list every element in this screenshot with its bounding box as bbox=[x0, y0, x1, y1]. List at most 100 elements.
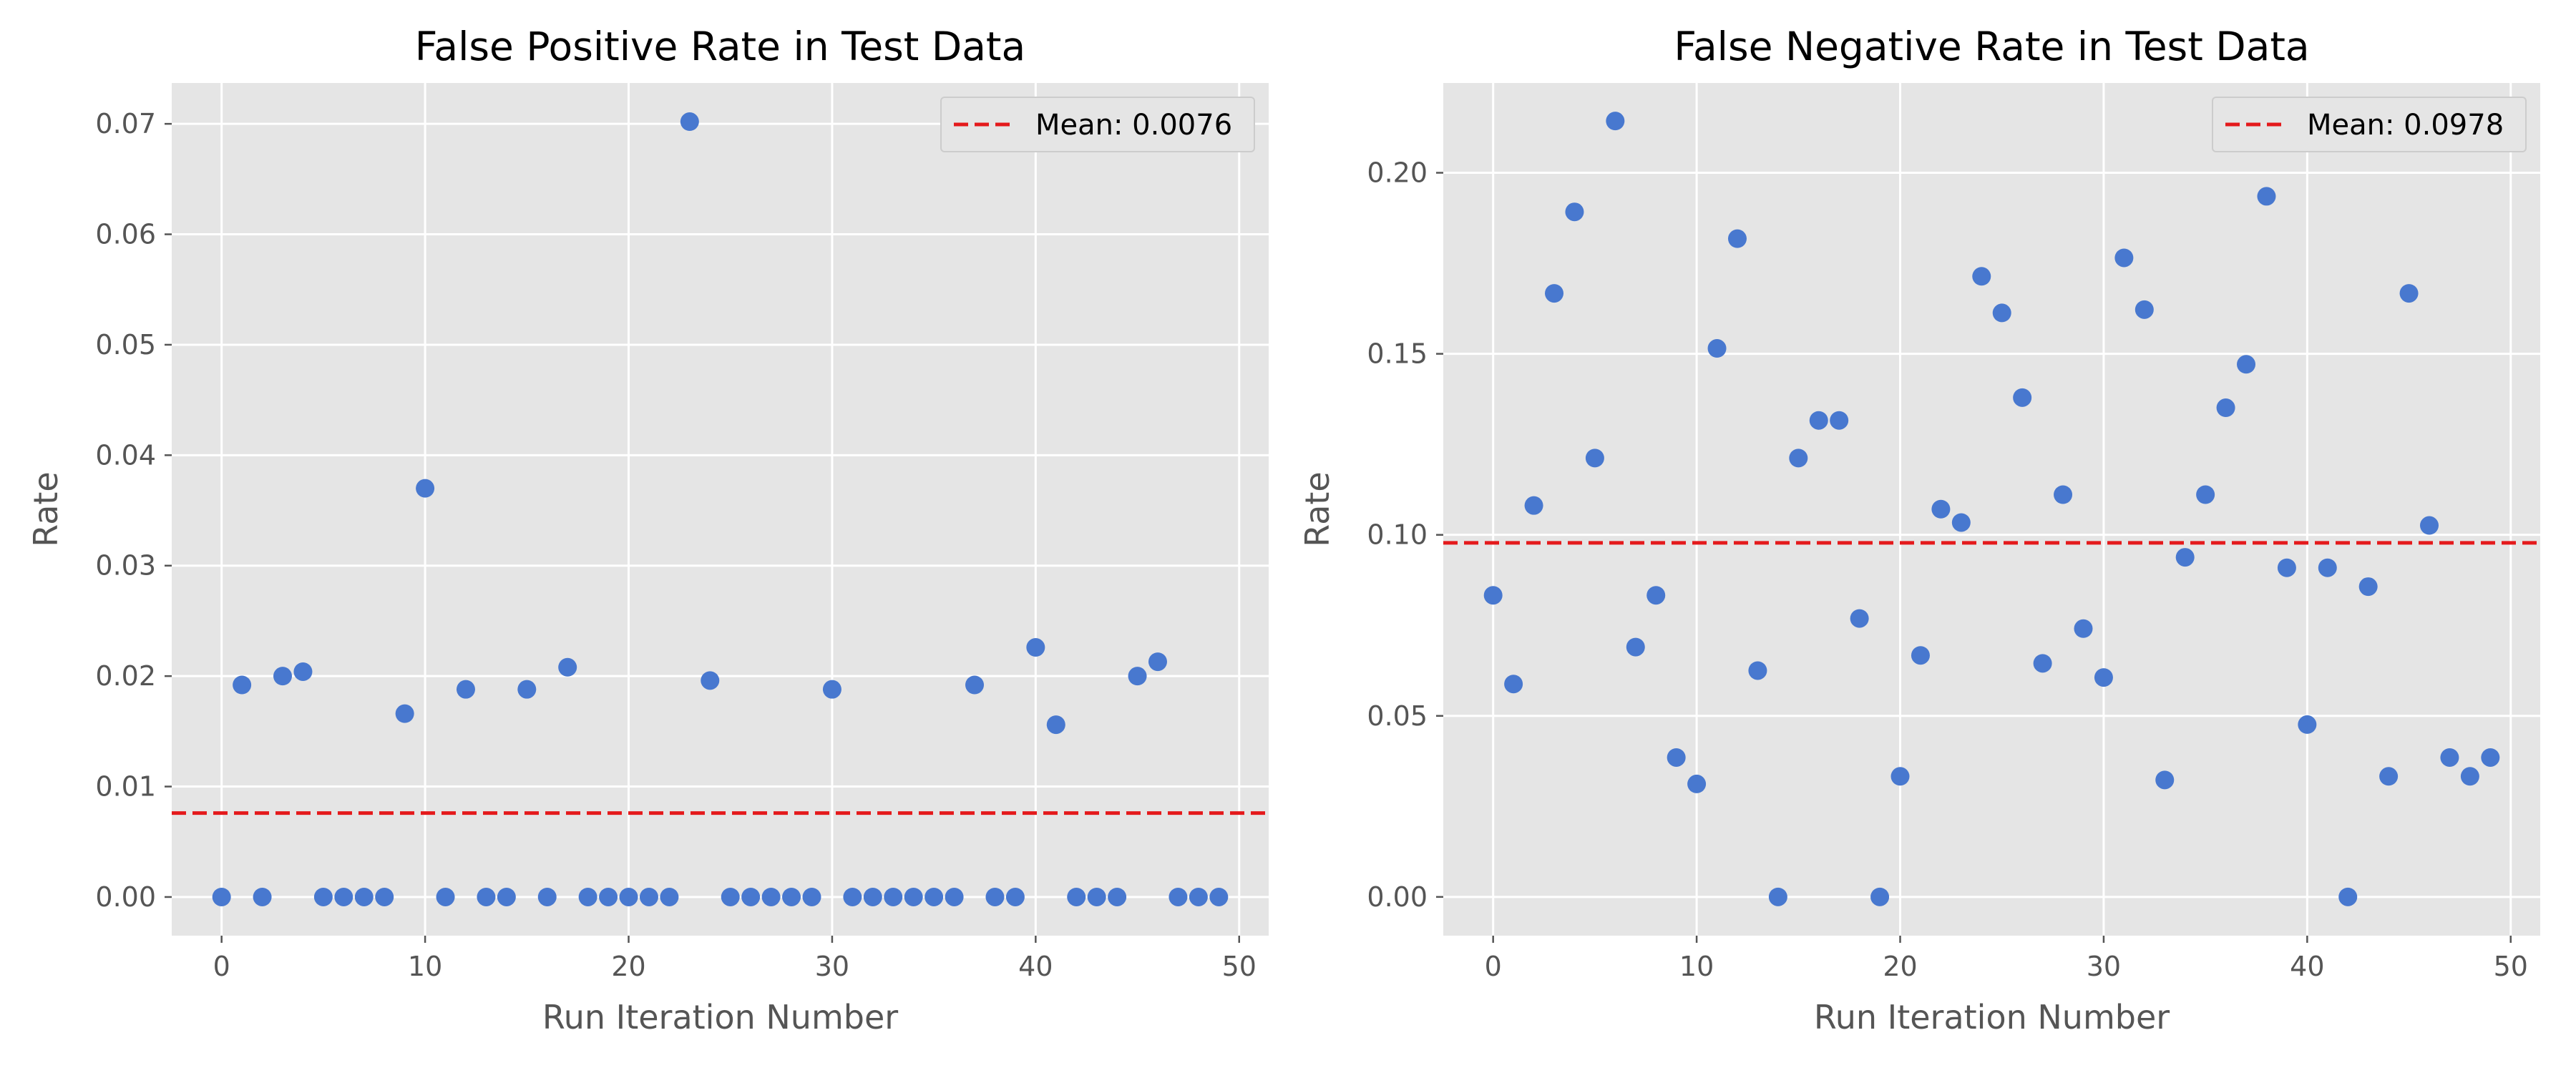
gridlines bbox=[1443, 83, 2540, 936]
data-point bbox=[313, 887, 333, 906]
x-tick-label: 50 bbox=[1222, 951, 1257, 982]
data-point bbox=[1646, 586, 1666, 605]
data-point bbox=[782, 887, 801, 906]
data-point bbox=[761, 887, 781, 906]
data-points bbox=[1483, 112, 2500, 906]
data-point bbox=[2135, 300, 2154, 319]
axis-ticks: 0 10 20 30 40 50 0.00 0.01 0.02 0.03 0.04 0.05 0.06 0… bbox=[95, 108, 1257, 982]
y-tick-label: 0.04 bbox=[95, 439, 156, 471]
data-point bbox=[1128, 667, 1147, 686]
legend: Mean: 0.0978 bbox=[2212, 97, 2527, 152]
data-point bbox=[558, 657, 577, 677]
axis-ticks: 0 10 20 30 40 50 0.00 0.05 0.10 0.15 0.20 bbox=[1367, 157, 2528, 982]
data-point bbox=[924, 887, 944, 906]
data-point bbox=[1992, 303, 2011, 323]
data-point bbox=[619, 887, 638, 906]
data-point bbox=[2318, 558, 2337, 577]
chart-title: False Positive Rate in Test Data bbox=[415, 24, 1025, 69]
data-point bbox=[537, 887, 557, 906]
data-point bbox=[599, 887, 618, 906]
plot-area bbox=[172, 83, 1269, 936]
data-point bbox=[1606, 112, 1625, 131]
data-point bbox=[1005, 887, 1025, 906]
data-point bbox=[822, 680, 841, 699]
y-axis-label: Rate bbox=[26, 471, 65, 547]
data-point bbox=[2298, 715, 2317, 734]
x-axis-label: Run Iteration Number bbox=[1814, 998, 2170, 1037]
y-tick-label: 0.05 bbox=[95, 329, 156, 361]
y-tick-label: 0.06 bbox=[95, 219, 156, 250]
data-point bbox=[1169, 887, 1188, 906]
x-tick-label: 40 bbox=[1018, 951, 1053, 982]
y-tick-label: 0.10 bbox=[1367, 519, 1428, 551]
data-point bbox=[1931, 499, 1951, 519]
data-point bbox=[1748, 661, 1767, 680]
data-point bbox=[741, 887, 761, 906]
data-point bbox=[2338, 887, 2358, 906]
legend-label: Mean: 0.0076 bbox=[1035, 109, 1232, 142]
y-tick-label: 0.07 bbox=[95, 108, 156, 139]
data-point bbox=[1890, 767, 1910, 786]
x-tick-label: 20 bbox=[611, 951, 645, 982]
data-point bbox=[1108, 887, 1127, 906]
legend-box bbox=[2212, 97, 2527, 152]
data-point bbox=[701, 671, 720, 690]
data-point bbox=[1789, 449, 1808, 468]
data-point bbox=[2379, 767, 2399, 786]
data-point bbox=[1972, 267, 1991, 286]
y-tick-label: 0.20 bbox=[1367, 157, 1428, 189]
data-point bbox=[2399, 284, 2419, 303]
data-point bbox=[456, 680, 475, 699]
data-point bbox=[334, 887, 353, 906]
data-point bbox=[233, 675, 252, 695]
data-point bbox=[1067, 887, 1086, 906]
data-point bbox=[1951, 513, 1971, 532]
data-point bbox=[2155, 770, 2175, 790]
data-point bbox=[517, 680, 537, 699]
data-point bbox=[904, 887, 923, 906]
y-axis-label: Rate bbox=[1298, 471, 1337, 547]
y-tick-label: 0.00 bbox=[95, 881, 156, 913]
data-point bbox=[945, 887, 964, 906]
data-point bbox=[985, 887, 1005, 906]
x-tick-label: 0 bbox=[213, 951, 230, 982]
data-point bbox=[2440, 748, 2459, 767]
data-point bbox=[293, 662, 313, 681]
data-point bbox=[1768, 887, 1787, 906]
y-tick-label: 0.03 bbox=[95, 550, 156, 582]
x-tick-label: 30 bbox=[815, 951, 849, 982]
data-point bbox=[639, 887, 658, 906]
data-point bbox=[2257, 187, 2276, 206]
data-point bbox=[253, 887, 272, 906]
y-tick-label: 0.00 bbox=[1367, 881, 1428, 913]
data-point bbox=[2277, 558, 2296, 577]
data-point bbox=[1626, 637, 1645, 657]
data-point bbox=[477, 887, 496, 906]
x-tick-label: 40 bbox=[2290, 951, 2324, 982]
data-point bbox=[2196, 485, 2215, 504]
legend-box bbox=[940, 97, 1255, 152]
x-tick-label: 20 bbox=[1883, 951, 1917, 982]
data-point bbox=[1830, 411, 1849, 430]
y-tick-label: 0.15 bbox=[1367, 338, 1428, 370]
data-point bbox=[2114, 248, 2134, 268]
data-point bbox=[1148, 652, 1167, 672]
x-tick-label: 0 bbox=[1485, 951, 1502, 982]
data-point bbox=[273, 667, 293, 686]
data-point bbox=[2419, 516, 2439, 535]
data-point bbox=[497, 887, 516, 906]
data-point bbox=[2074, 619, 2093, 638]
data-point bbox=[1707, 339, 1727, 358]
data-point bbox=[1026, 638, 1045, 657]
x-tick-label: 50 bbox=[2494, 951, 2528, 982]
x-tick-label: 10 bbox=[408, 951, 442, 982]
false-positive-chart: 0 10 20 30 40 50 0.00 0.01 0.02 0.03 0.04 0.05 0.06 0… bbox=[26, 24, 1269, 1037]
y-tick-label: 0.02 bbox=[95, 660, 156, 692]
data-point bbox=[863, 887, 882, 906]
data-point bbox=[1545, 284, 1564, 303]
data-point bbox=[721, 887, 740, 906]
data-point bbox=[416, 479, 435, 498]
data-point bbox=[2033, 654, 2052, 673]
data-point bbox=[395, 704, 414, 723]
